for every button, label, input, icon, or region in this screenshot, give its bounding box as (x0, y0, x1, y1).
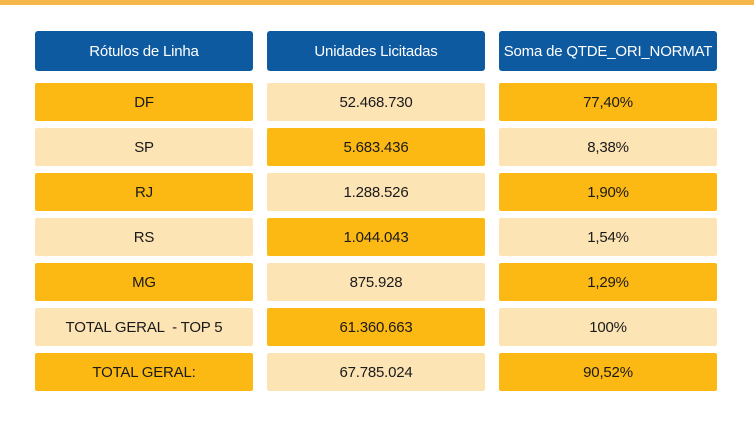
row-unidades: 875.928 (267, 263, 485, 301)
row-soma: 8,38% (499, 128, 717, 166)
row-label: RS (35, 218, 253, 256)
row-label: RJ (35, 173, 253, 211)
row-label-total-top5: TOTAL GERAL - TOP 5 (35, 308, 253, 346)
row-soma: 77,40% (499, 83, 717, 121)
row-label: MG (35, 263, 253, 301)
header-unidades-licitadas: Unidades Licitadas (267, 31, 485, 71)
row-unidades: 1.288.526 (267, 173, 485, 211)
row-label: DF (35, 83, 253, 121)
row-label-total-geral: TOTAL GERAL: (35, 353, 253, 391)
row-soma-total-top5: 100% (499, 308, 717, 346)
top-accent-bar (0, 0, 754, 5)
row-soma: 1,90% (499, 173, 717, 211)
row-unidades-total-top5: 61.360.663 (267, 308, 485, 346)
row-unidades: 52.468.730 (267, 83, 485, 121)
row-soma-total-geral: 90,52% (499, 353, 717, 391)
header-soma-qtde: Soma de QTDE_ORI_NORMAT (499, 31, 717, 71)
row-soma: 1,54% (499, 218, 717, 256)
header-rotulos-de-linha: Rótulos de Linha (35, 31, 253, 71)
row-soma: 1,29% (499, 263, 717, 301)
row-unidades: 1.044.043 (267, 218, 485, 256)
pivot-table: Rótulos de Linha Unidades Licitadas Soma… (35, 31, 717, 398)
row-unidades: 5.683.436 (267, 128, 485, 166)
row-label: SP (35, 128, 253, 166)
row-unidades-total-geral: 67.785.024 (267, 353, 485, 391)
